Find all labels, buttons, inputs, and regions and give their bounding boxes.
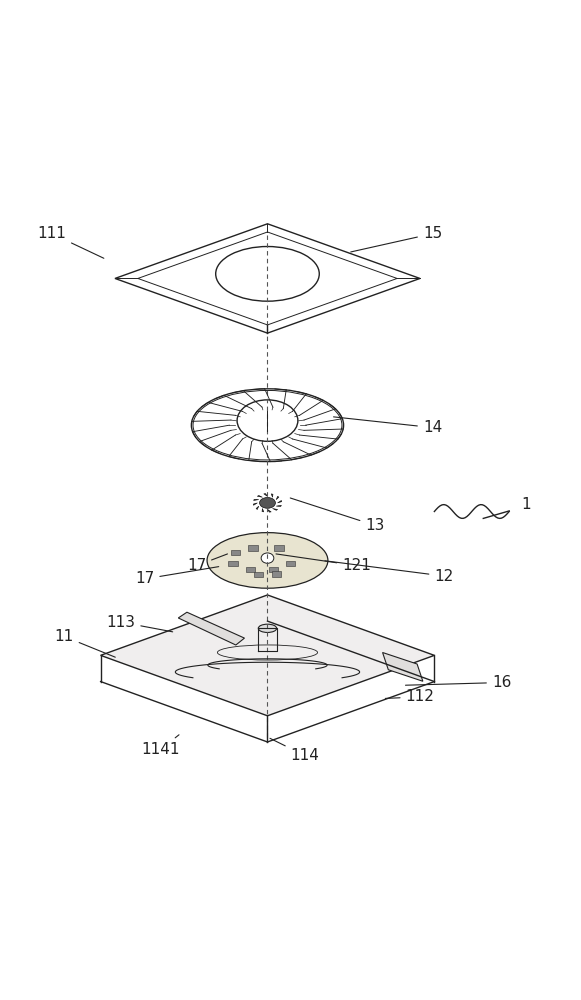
Polygon shape (178, 612, 245, 645)
Polygon shape (276, 505, 281, 506)
Text: 112: 112 (385, 689, 435, 704)
Polygon shape (253, 499, 259, 500)
Text: 11: 11 (55, 629, 115, 657)
FancyBboxPatch shape (268, 567, 278, 572)
FancyBboxPatch shape (246, 567, 255, 572)
Text: 1141: 1141 (141, 735, 180, 757)
Text: 15: 15 (351, 226, 442, 252)
FancyBboxPatch shape (231, 550, 241, 555)
FancyBboxPatch shape (228, 561, 238, 566)
Text: 113: 113 (106, 615, 173, 632)
Text: 12: 12 (325, 561, 454, 584)
Text: 17: 17 (187, 554, 228, 573)
FancyBboxPatch shape (286, 561, 295, 566)
FancyBboxPatch shape (274, 545, 284, 551)
Polygon shape (272, 508, 278, 510)
Ellipse shape (259, 624, 277, 632)
Text: 114: 114 (270, 738, 320, 763)
Text: 121: 121 (276, 554, 371, 573)
Text: 17: 17 (135, 567, 218, 586)
FancyBboxPatch shape (249, 545, 258, 551)
Polygon shape (382, 652, 423, 681)
Text: 111: 111 (37, 226, 104, 258)
Ellipse shape (207, 533, 328, 588)
Text: 13: 13 (290, 498, 385, 533)
FancyBboxPatch shape (254, 572, 263, 577)
Polygon shape (267, 509, 271, 512)
Polygon shape (264, 494, 267, 496)
Polygon shape (256, 506, 259, 509)
Polygon shape (271, 494, 273, 497)
Polygon shape (262, 508, 264, 512)
Polygon shape (253, 503, 257, 505)
Polygon shape (276, 496, 279, 500)
Ellipse shape (261, 553, 274, 563)
Text: 1: 1 (522, 497, 531, 512)
Polygon shape (278, 500, 282, 503)
Ellipse shape (260, 497, 275, 508)
Polygon shape (101, 595, 435, 716)
Text: 16: 16 (406, 675, 511, 690)
Polygon shape (257, 495, 263, 497)
FancyBboxPatch shape (271, 571, 281, 577)
Text: 14: 14 (333, 417, 442, 435)
